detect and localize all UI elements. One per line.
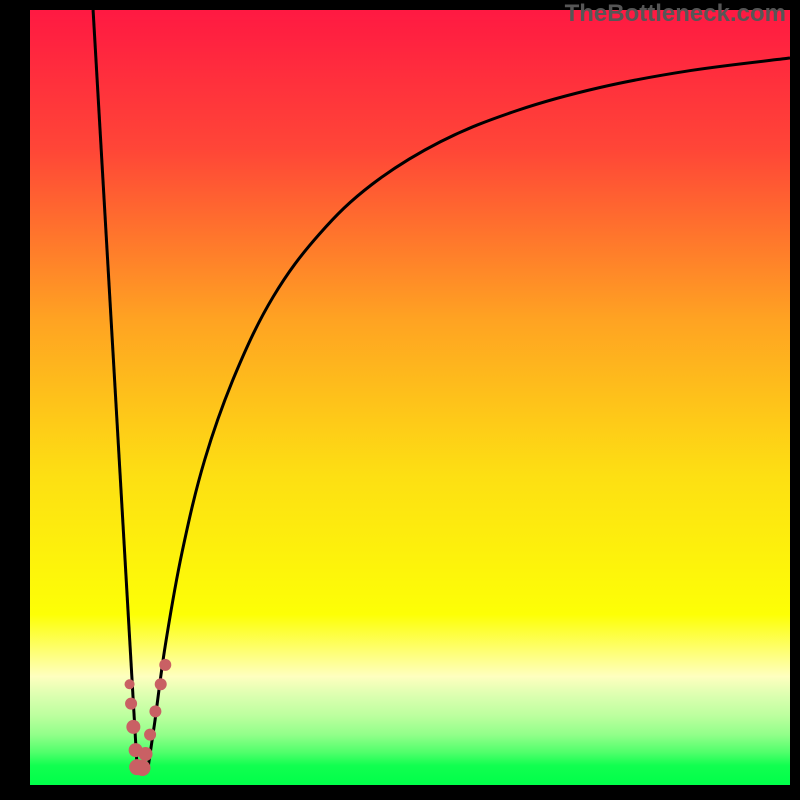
data-marker [159,659,171,671]
watermark-text: TheBottleneck.com [565,0,786,28]
right-curve [148,58,790,769]
data-marker [125,698,137,710]
data-marker [144,729,156,741]
chart-container: TheBottleneck.com [0,0,800,800]
data-marker [155,678,167,690]
data-marker [126,720,140,734]
data-marker [149,705,161,717]
left-curve [93,10,137,768]
data-marker [134,760,150,776]
data-marker [125,679,135,689]
data-marker [139,747,153,761]
curves-layer [0,0,800,800]
